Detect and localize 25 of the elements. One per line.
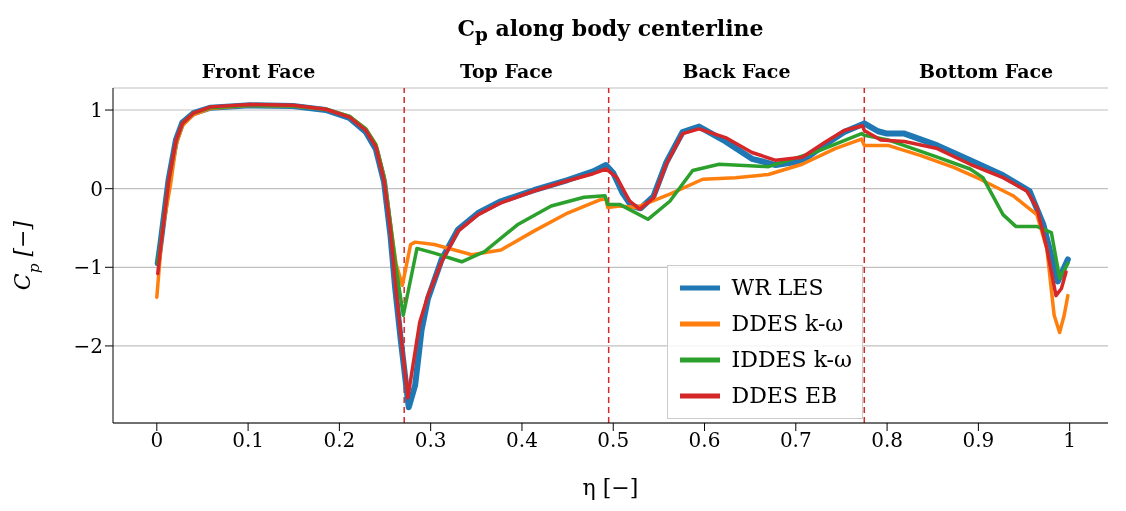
y-tick-label: 1 bbox=[90, 98, 103, 123]
x-tick-label: 0.4 bbox=[506, 428, 538, 453]
legend-label: IDDES k-ω bbox=[731, 346, 852, 374]
x-tick-label: 0.2 bbox=[323, 428, 356, 453]
legend-label: WR LES bbox=[731, 274, 824, 302]
chart-title: C$_{p}$ along body centerline bbox=[456, 14, 765, 48]
x-tick-label: 0.7 bbox=[779, 428, 812, 453]
x-tick-label: 0.6 bbox=[688, 428, 721, 453]
legend-label: DDES EB bbox=[731, 382, 838, 410]
legend-label: DDES k-ω bbox=[731, 310, 844, 338]
x-tick-label: 0 bbox=[150, 428, 164, 453]
x-axis-title: η [−] bbox=[582, 475, 639, 500]
x-tick-label: 0.1 bbox=[232, 428, 265, 453]
x-tick-label: 0.3 bbox=[414, 428, 447, 453]
y-tick-label: 0 bbox=[90, 176, 103, 201]
x-tick-label: 0.5 bbox=[597, 428, 630, 453]
y-tick-label: −1 bbox=[73, 255, 103, 280]
x-tick-label: 0.8 bbox=[871, 428, 903, 453]
text: Bottom Face bbox=[918, 60, 1055, 82]
text: Top Face bbox=[458, 60, 554, 82]
text: Front Face bbox=[200, 60, 317, 82]
x-tick-label: 1 bbox=[1063, 428, 1077, 453]
y-tick-label: −2 bbox=[73, 334, 103, 359]
text: Back Face bbox=[681, 60, 792, 82]
x-tick-label: 0.9 bbox=[962, 428, 995, 453]
